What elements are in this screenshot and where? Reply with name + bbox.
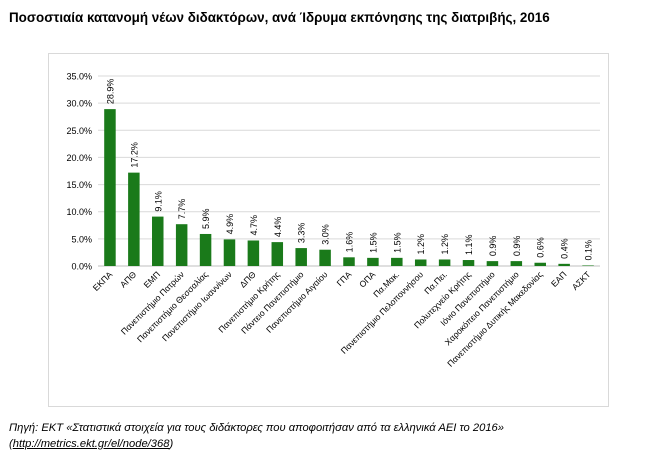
value-labels: 28.9% 17.2% 9.1% 7.7% 5.9% 4.9% 4.7% 4.4% 3.3% 3.… (105, 79, 593, 261)
bar (462, 260, 475, 266)
y-tick-label: 20.0% (66, 153, 92, 163)
source-note: Πηγή: ΕΚΤ «Στατιστικά στοιχεία για τους … (9, 420, 649, 452)
bar (486, 261, 499, 266)
value-label: 1.2% (416, 234, 426, 255)
y-tick-label: 30.0% (66, 99, 92, 109)
value-label: 1.2% (440, 234, 450, 255)
x-tick-label: ΔΠΘ (238, 269, 258, 289)
bar (391, 257, 403, 266)
bar (558, 263, 570, 266)
bar (534, 262, 546, 266)
source-link[interactable]: http://metrics.ekt.gr/el/node/368 (12, 438, 170, 450)
value-label: 1.5% (392, 232, 402, 253)
bar (438, 259, 451, 266)
bar (343, 257, 355, 266)
value-label: 17.2% (129, 142, 139, 168)
x-tick-label: ΟΠΑ (357, 269, 377, 289)
value-label: 4.7% (249, 215, 259, 236)
x-tick-label: ΕΚΠΑ (91, 269, 115, 293)
bar (319, 249, 331, 266)
bar (104, 109, 116, 266)
y-tick-label: 0.0% (71, 262, 92, 272)
value-label: 1.6% (345, 232, 355, 253)
bar (414, 259, 427, 266)
value-label: 0.1% (584, 240, 594, 261)
chart-frame (48, 53, 609, 407)
y-tick-label: 5.0% (71, 234, 92, 244)
bar (152, 216, 164, 266)
value-label: 0.9% (488, 236, 498, 257)
source-text: Πηγή: ΕΚΤ «Στατιστικά στοιχεία για τους … (9, 422, 504, 434)
value-label: 4.4% (273, 217, 283, 238)
x-tick-label: ΑΠΘ (118, 269, 138, 289)
bar (175, 224, 188, 266)
bar (295, 248, 307, 266)
value-label: 9.1% (153, 191, 163, 212)
bar (199, 233, 212, 266)
value-label: 3.3% (297, 223, 307, 244)
x-tick-label: ΓΠΑ (335, 269, 354, 288)
source-link-close: ) (169, 438, 174, 450)
x-tick-label: ΕΑΠ (549, 269, 569, 289)
value-label: 1.1% (464, 235, 474, 256)
bar (582, 265, 594, 266)
y-tick-label: 10.0% (66, 207, 92, 217)
bar (271, 242, 284, 266)
chart-title: Ποσοστιαία κατανομή νέων διδακτόρων, ανά… (9, 10, 550, 25)
y-tick-label: 15.0% (66, 180, 92, 190)
value-label: 5.9% (201, 208, 211, 229)
value-label: 4.9% (225, 214, 235, 235)
value-label: 0.6% (536, 237, 546, 258)
bar (367, 257, 379, 266)
value-label: 7.7% (177, 199, 187, 220)
y-tick-label: 25.0% (66, 126, 92, 136)
bars (104, 109, 594, 266)
y-axis-ticks: 0.0% 5.0% 10.0% 15.0% 20.0% 25.0% 30.0% 35.0% (66, 72, 92, 272)
source-link-open: ( (9, 438, 13, 450)
value-label: 28.9% (105, 79, 115, 105)
source-link-line: (http://metrics.ekt.gr/el/node/368) (9, 436, 649, 452)
bar (223, 239, 236, 266)
value-label: 0.4% (560, 238, 570, 259)
value-label: 1.5% (368, 232, 378, 253)
x-tick-label: ΕΜΠ (142, 269, 163, 290)
value-label: 3.0% (321, 224, 331, 245)
x-tick-label: ΑΣΚΤ (570, 269, 593, 292)
bar (247, 240, 260, 266)
value-label: 0.9% (512, 236, 522, 257)
y-tick-label: 35.0% (66, 72, 92, 82)
bar (510, 261, 523, 266)
bar (128, 172, 140, 266)
